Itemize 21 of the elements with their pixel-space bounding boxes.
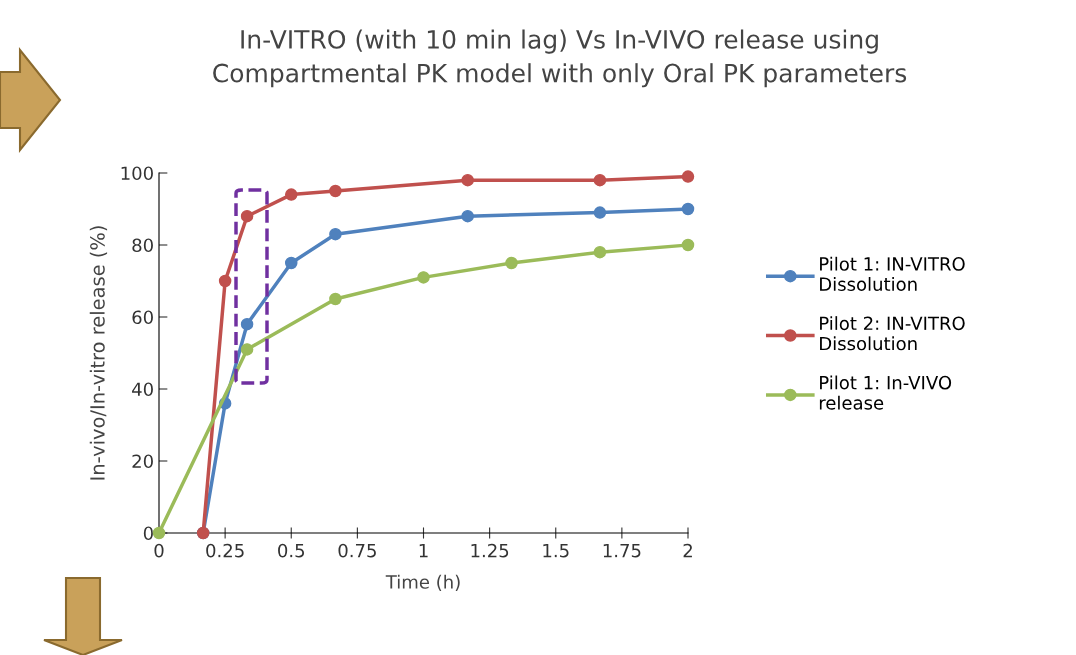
x-tick-label: 2 bbox=[683, 543, 692, 558]
y-tick-label: 100 bbox=[121, 166, 153, 181]
y-tick-label: 80 bbox=[132, 238, 153, 253]
x-tick-label: 0 bbox=[154, 543, 164, 558]
y-tick-label: 0 bbox=[143, 526, 153, 541]
legend-label: Pilot 1: IN-VITRO Dissolution bbox=[820, 256, 965, 291]
x-tick-label: 1.5 bbox=[543, 543, 569, 558]
x-tick-label: 1 bbox=[419, 543, 428, 558]
x-tick-label: 0.25 bbox=[206, 543, 244, 558]
legend-label: Pilot 1: In-VIVO release bbox=[819, 375, 952, 410]
y-tick-label: 60 bbox=[132, 310, 153, 325]
x-tick-label: 0.5 bbox=[278, 543, 305, 558]
y-tick-label: 20 bbox=[132, 454, 153, 469]
y-axis-title: In-vivo/In-vitro release (%) bbox=[89, 226, 108, 480]
x-tick-label: 1.25 bbox=[471, 543, 509, 558]
x-tick-label: 1.75 bbox=[603, 543, 641, 558]
legend-label: Pilot 2: IN-VITRO Dissolution bbox=[820, 316, 965, 351]
chart-title: In-VITRO (with 10 min lag) Vs In-VIVO release using Compartmental PK model with only Oral PK parameters bbox=[213, 29, 907, 88]
x-axis-title: Time (h) bbox=[385, 574, 460, 591]
y-tick-label: 40 bbox=[132, 382, 153, 397]
x-tick-label: 0.75 bbox=[338, 543, 376, 558]
